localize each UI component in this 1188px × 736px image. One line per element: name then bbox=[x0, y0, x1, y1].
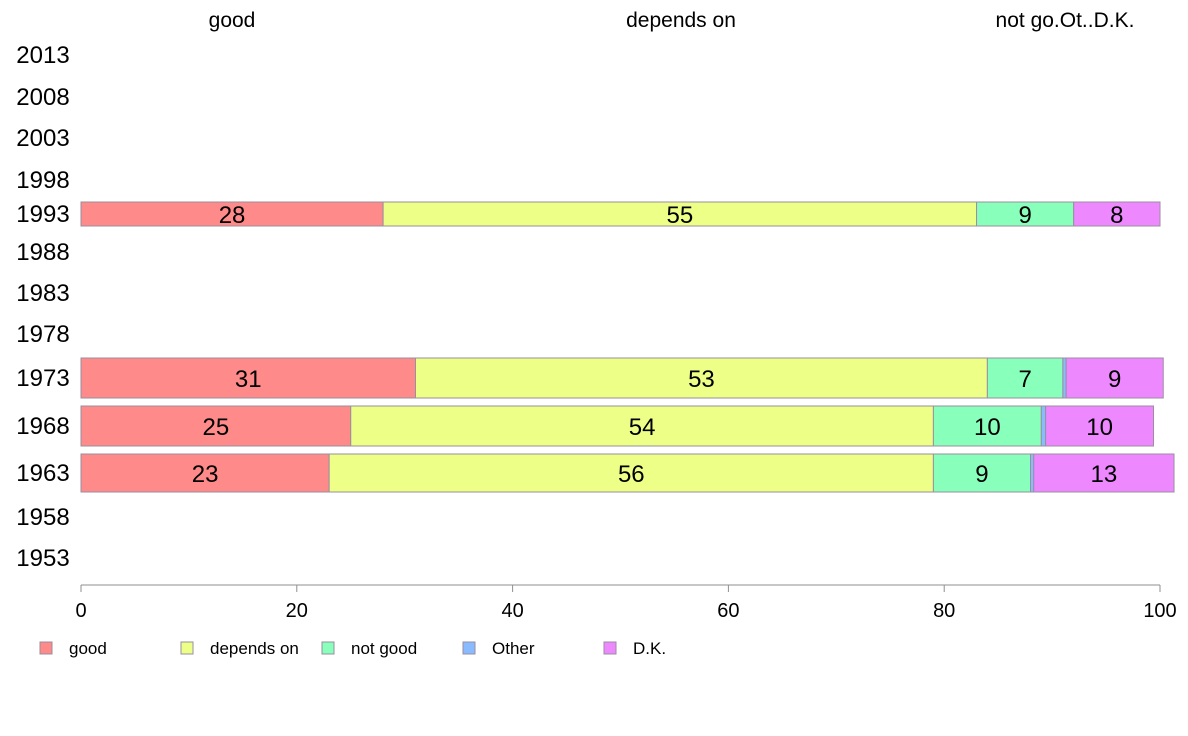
y-label-1973: 1973 bbox=[16, 365, 69, 392]
top-label-1: depends on bbox=[626, 9, 736, 32]
bar-segment-1973-depends-on bbox=[414, 357, 988, 399]
data-label-1968-0: 25 bbox=[203, 414, 230, 441]
y-label-1993: 1993 bbox=[16, 201, 69, 228]
y-label-1978: 1978 bbox=[16, 321, 69, 348]
data-label-1973-4: 9 bbox=[1108, 366, 1121, 393]
bar-segment-1973-good bbox=[80, 357, 416, 399]
y-label-1953: 1953 bbox=[16, 545, 69, 572]
bar-segment-1973-d-k- bbox=[1065, 357, 1164, 399]
legend-label-depends-on: depends on bbox=[210, 639, 299, 658]
bars: 28 55 9 8 31 53 7 9 25 54 10 10 23 56 9 13 bbox=[80, 201, 1175, 493]
y-label-1983: 1983 bbox=[16, 280, 69, 307]
bar-segment-1968-not-good bbox=[932, 405, 1042, 447]
data-label-1968-1: 54 bbox=[629, 414, 656, 441]
data-label-1968-2: 10 bbox=[974, 414, 1001, 441]
x-tick-label-20: 20 bbox=[286, 600, 308, 622]
bar-segment-1973-not-good bbox=[986, 357, 1064, 399]
legend: good depends on not good Other D.K. bbox=[39, 639, 666, 658]
legend-swatch-not-good bbox=[321, 641, 335, 655]
data-label-1993-2: 9 bbox=[1018, 202, 1031, 229]
data-label-1963-1: 56 bbox=[618, 461, 645, 488]
top-label-2: not go.Ot..D.K. bbox=[996, 9, 1135, 32]
data-label-1993-4: 8 bbox=[1110, 202, 1123, 229]
bar-segment-1968-d-k- bbox=[1045, 405, 1155, 447]
y-label-1968: 1968 bbox=[16, 413, 69, 440]
data-label-1963-0: 23 bbox=[192, 461, 219, 488]
y-label-2003: 2003 bbox=[16, 125, 69, 152]
bar-segment-1968-good bbox=[80, 405, 352, 447]
y-label-1963: 1963 bbox=[16, 460, 69, 487]
bar-segment-1963-good bbox=[80, 453, 330, 493]
y-label-1998: 1998 bbox=[16, 167, 69, 194]
bar-segment-1968-other bbox=[1040, 405, 1047, 447]
data-label-1963-4: 13 bbox=[1091, 461, 1118, 488]
y-label-1958: 1958 bbox=[16, 504, 69, 531]
x-tick-label-80: 80 bbox=[933, 600, 955, 622]
legend-swatch-depends-on bbox=[180, 641, 194, 655]
bar-segment-1963-d-k- bbox=[1033, 453, 1175, 493]
bar-segment-1993-good bbox=[80, 201, 384, 227]
x-tick-label-0: 0 bbox=[75, 600, 86, 622]
data-label-1968-4: 10 bbox=[1086, 414, 1113, 441]
data-label-1993-0: 28 bbox=[219, 202, 246, 229]
bar-segment-1963-depends-on bbox=[328, 453, 934, 493]
legend-label-good: good bbox=[69, 639, 107, 658]
bar-segment-1993-not-good bbox=[976, 201, 1075, 227]
bar-segment-1993-d-k- bbox=[1073, 201, 1161, 227]
data-label-1973-1: 53 bbox=[688, 366, 715, 393]
bar-segment-1968-depends-on bbox=[350, 405, 934, 447]
y-label-1988: 1988 bbox=[16, 239, 69, 266]
bar-segment-1963-not-good bbox=[932, 453, 1032, 493]
x-axis: 0 20 40 60 80 100 bbox=[75, 584, 1177, 622]
data-label-1973-0: 31 bbox=[235, 366, 262, 393]
top-labels: good depends on not go.Ot..D.K. bbox=[209, 9, 1135, 32]
bar-segment-1993-depends-on bbox=[382, 201, 978, 227]
y-label-2013: 2013 bbox=[16, 42, 69, 69]
y-label-2008: 2008 bbox=[16, 84, 69, 111]
legend-label-d-k-: D.K. bbox=[633, 639, 666, 658]
data-label-1973-2: 7 bbox=[1018, 366, 1031, 393]
x-tick-label-100: 100 bbox=[1143, 600, 1176, 622]
legend-label-other: Other bbox=[492, 639, 535, 658]
top-label-0: good bbox=[209, 9, 256, 32]
x-tick-label-40: 40 bbox=[501, 600, 523, 622]
data-label-1963-2: 9 bbox=[975, 461, 988, 488]
y-axis-labels: 2013 2008 2003 1998 1993 1988 1983 1978 1973 1968… bbox=[16, 42, 69, 572]
legend-label-not-good: not good bbox=[351, 639, 417, 658]
x-tick-label-60: 60 bbox=[717, 600, 739, 622]
legend-swatch-good bbox=[39, 641, 53, 655]
data-label-1993-1: 55 bbox=[666, 202, 693, 229]
legend-swatch-other bbox=[462, 641, 476, 655]
legend-swatch-d-k- bbox=[603, 641, 617, 655]
